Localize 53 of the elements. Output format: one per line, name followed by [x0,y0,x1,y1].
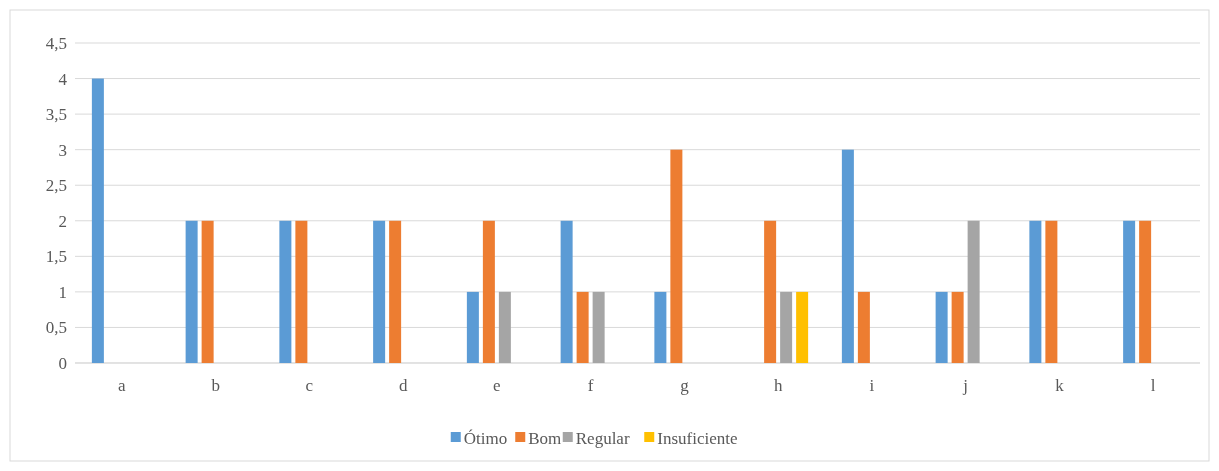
x-tick-label: e [493,376,501,395]
bar [185,220,198,363]
bar [841,149,854,363]
x-tick-label: i [869,376,875,395]
legend-label: Ótimo [463,428,508,448]
x-tick-label: g [680,376,690,395]
y-tick-label: 3 [58,140,67,160]
legend-label: Regular [575,428,630,448]
bar [466,291,479,363]
bar [764,220,777,363]
x-tick-label: k [1055,376,1065,395]
y-tick-label: 0,5 [45,318,67,338]
bar [1139,220,1152,363]
bar [91,78,104,363]
bar [373,220,386,363]
bar [389,220,402,363]
x-tick-label: d [398,376,408,395]
y-tick-label: 2 [58,211,67,231]
bar [654,291,667,363]
x-tick-label: f [587,376,594,395]
legend-label: Bom [528,428,562,448]
x-tick-label: l [1150,376,1156,395]
bar [967,220,980,363]
bar [576,291,589,363]
bar [295,220,308,363]
y-tick-label: 4 [58,69,68,89]
y-tick-label: 4,5 [45,33,67,53]
bar [796,291,809,363]
bar [857,291,870,363]
legend-label: Insuficiente [657,428,738,448]
bar [670,149,683,363]
bar [780,291,793,363]
bar [592,291,605,363]
y-tick-label: 3,5 [45,105,67,125]
bar [935,291,948,363]
y-tick-label: 0 [58,353,67,373]
bar [1123,220,1136,363]
bar [951,291,964,363]
x-tick-label: a [118,376,127,395]
bar [498,291,511,363]
bar [482,220,495,363]
x-tick-label: j [962,376,968,395]
bar [201,220,214,363]
bar [560,220,573,363]
y-tick-label: 1,5 [45,247,67,267]
bar [1029,220,1042,363]
x-tick-label: h [773,376,783,395]
x-tick-label: c [305,376,314,395]
x-tick-label: b [211,376,220,395]
bar [279,220,292,363]
y-tick-label: 1 [58,282,67,302]
bar [1045,220,1058,363]
y-tick-label: 2,5 [45,176,67,196]
